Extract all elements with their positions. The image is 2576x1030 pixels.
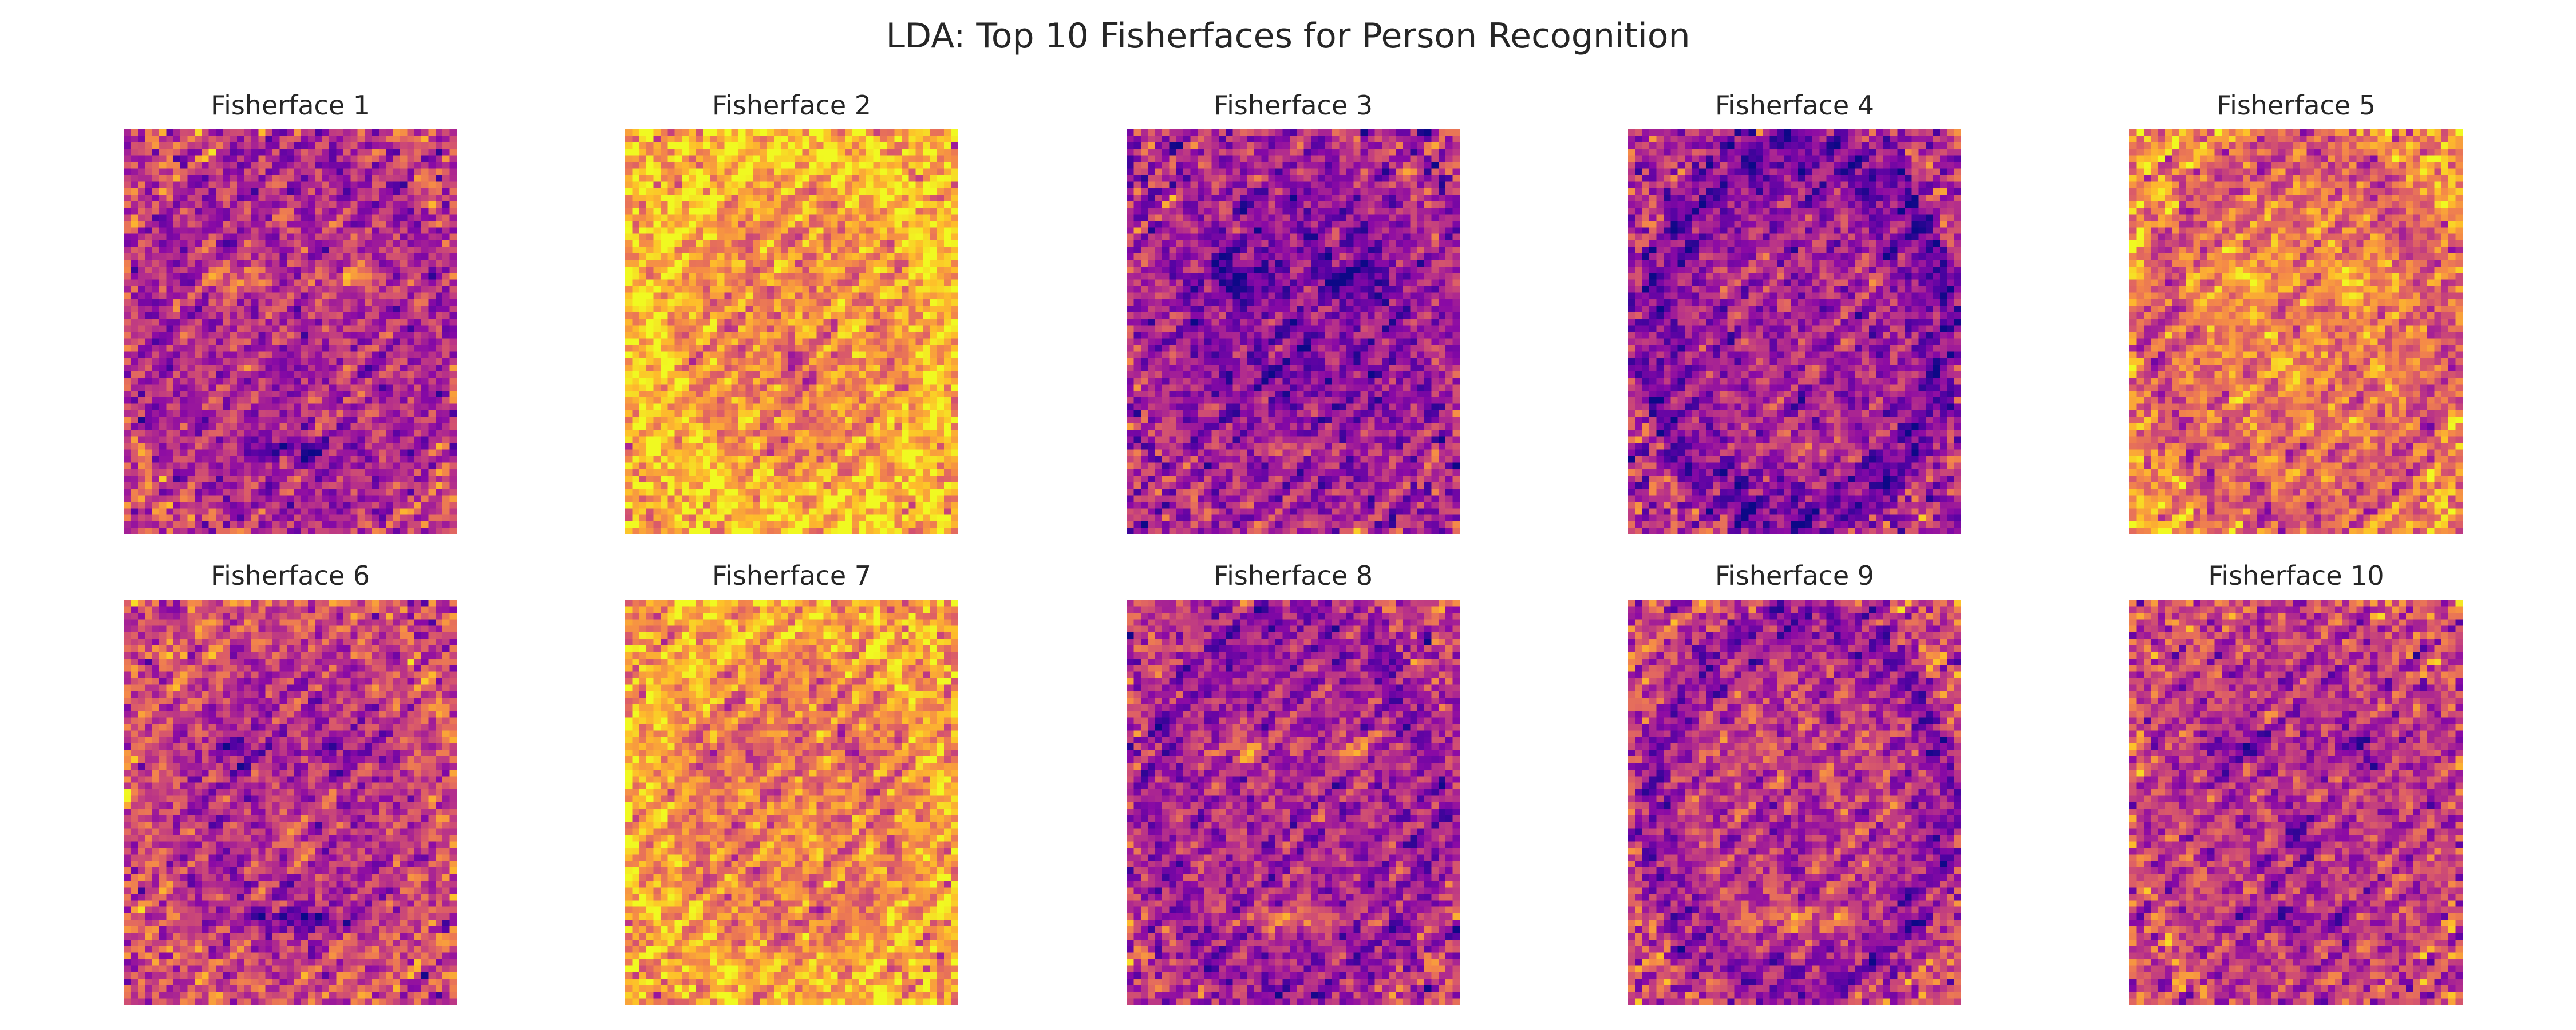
panel-title: Fisherface 9 [1714, 560, 1875, 591]
panel-title: Fisherface 8 [1213, 560, 1373, 591]
fisherface-image [1628, 600, 1961, 1005]
panel-title: Fisherface 2 [712, 90, 872, 121]
panel-title: Fisherface 1 [210, 90, 370, 121]
fisherface-image [2129, 129, 2463, 534]
figure-title: LDA: Top 10 Fisherfaces for Person Recog… [886, 16, 1690, 56]
panel-title: Fisherface 6 [210, 560, 370, 591]
fisherface-image [625, 129, 958, 534]
panel-title: Fisherface 3 [1213, 90, 1373, 121]
panel-title: Fisherface 7 [712, 560, 872, 591]
fisherface-image [625, 600, 958, 1005]
panel-title: Fisherface 4 [1714, 90, 1875, 121]
fisherface-image [2129, 600, 2463, 1005]
fisherface-image [1127, 600, 1460, 1005]
fisherface-image [124, 600, 457, 1005]
panel-title: Fisherface 5 [2216, 90, 2376, 121]
panel-title: Fisherface 10 [2208, 560, 2384, 591]
fisherface-image [1628, 129, 1961, 534]
fisherface-image [124, 129, 457, 534]
fisherface-image [1127, 129, 1460, 534]
